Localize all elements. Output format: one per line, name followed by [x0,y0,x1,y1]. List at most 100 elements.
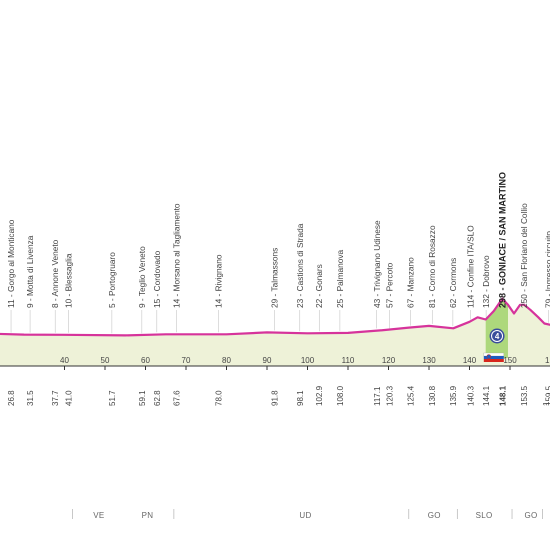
distance-tick-label: 70 [182,356,191,365]
waypoint-altitude: 250 [519,294,529,308]
waypoint-separator: - [50,296,60,303]
waypoint-altitude: 132 [481,294,491,308]
flag-red [483,359,504,362]
waypoint-name: Morsano al Tagliamento [171,203,181,291]
waypoint-altitude: 114 [466,294,476,308]
waypoint-altitude: 9 [137,303,147,308]
waypoint-km: 41.0 [65,390,74,406]
waypoint-label: 14 - Rivignano [213,254,223,308]
waypoint-altitude: 67 [405,298,415,308]
waypoint-separator: - [6,292,16,299]
waypoint-name: Cormons [448,258,458,292]
waypoint-km: 120.3 [386,385,395,406]
waypoint-separator: - [171,291,181,298]
climb-markers: 4 [483,328,505,362]
waypoint-separator: - [481,287,491,294]
waypoint-separator: - [314,291,324,298]
region-label: SLO [476,511,493,520]
waypoint-label: 22 - Gonars [314,264,324,308]
waypoint-name: Percoto [385,262,395,291]
waypoint-separator: - [497,285,507,293]
waypoint-altitude: 43 [372,298,382,308]
waypoint-separator: - [295,291,305,298]
waypoint-label: 10 - Blessaglia [64,253,74,308]
waypoint-name: Dobrovo [481,255,491,287]
waypoint-separator: - [269,292,279,299]
waypoint-label: 8 - Annone Veneto [50,239,60,308]
waypoint-label: 250 - San Floriano del Collio [519,203,529,308]
region-strip: VE PN UD GO SLO GO [72,509,543,520]
waypoint-km: 78.0 [214,390,223,406]
waypoint-km: 59.1 [138,390,147,406]
waypoint-label: 9 - Teglio Veneto [137,246,147,308]
waypoint-guides [10,296,549,334]
waypoint-km: 102.9 [315,385,324,406]
waypoint-label: 14 - Morsano al Tagliamento [171,203,181,308]
waypoint-altitude: 10 [64,298,74,308]
waypoint-separator: - [213,291,223,298]
distance-tick-label: 90 [263,356,272,365]
waypoint-altitude: 25 [335,298,345,308]
distance-tick-label: 40 [60,356,69,365]
waypoint-altitude: 23 [295,298,305,308]
waypoint-km: 125.4 [406,385,415,406]
climb-highlight [485,298,508,358]
waypoint-km: 130.8 [428,385,437,406]
distance-tick-label: 140 [463,356,477,365]
waypoint-label: 5 - Portogruaro [107,252,117,308]
region-label: VE [93,511,104,520]
waypoint-separator: - [448,291,458,298]
waypoint-separator: - [137,296,147,303]
waypoint-separator: - [372,292,382,299]
waypoint-km: 67.6 [172,390,181,406]
waypoint-separator: - [64,291,74,298]
distance-tick-label: 80 [222,356,231,365]
waypoint-km: 159.5 [544,385,550,406]
waypoint-separator: - [466,287,476,294]
waypoint-name: Palmanova [335,249,345,291]
waypoint-km: 91.8 [270,390,279,406]
waypoint-separator: - [385,291,395,298]
flag-crest [486,354,492,359]
waypoint-separator: - [405,291,415,298]
waypoint-name: Ingresso circuito [543,231,550,292]
waypoint-km: 31.5 [26,390,35,406]
waypoint-name: Confine ITA/SLO [466,225,476,288]
waypoint-altitude: 22 [314,298,324,308]
waypoint-km: 1 [542,401,550,406]
region-label: PN [142,511,154,520]
waypoint-km: 148.1 [498,385,507,406]
waypoint-km: 135.9 [449,385,458,406]
waypoint-distances: 26.8 31.5 37.7 41.0 51.7 59.1 62.8 67.6 78.0 91.8… [7,385,550,406]
waypoint-label: 62 - Cormons [448,258,458,308]
waypoint-altitude: 11 [6,299,16,308]
waypoint-km: 144.1 [482,385,491,406]
distance-tick-label: 100 [301,356,315,365]
waypoint-separator: - [335,291,345,298]
waypoint-km: 37.7 [51,390,60,406]
waypoint-name: Talmassons [269,248,279,292]
waypoint-label: 9 - Motta di Livenza [25,235,35,308]
elevation-profile-line [0,297,550,337]
waypoint-label: 79 - Ingresso circuito [543,231,550,308]
flag-blue [483,356,504,359]
waypoint-name: Trivignano Udinese [372,220,382,292]
gpm-badge-number: 4 [495,332,500,341]
waypoint-label: 114 - Confine ITA/SLO [466,225,476,308]
waypoint-altitude: 79 [543,298,550,308]
waypoint-altitude: 62 [448,298,458,308]
waypoint-km: 51.7 [108,390,117,406]
waypoint-altitude: 298 [497,293,507,308]
waypoint-label: 43 - Trivignano Udinese [372,220,382,308]
slovenia-flag-icon [483,352,504,362]
waypoint-altitude: 57 [385,298,395,308]
waypoint-km: 153.5 [520,385,529,406]
distance-tick-label: 110 [342,356,355,365]
waypoint-label: 132 - Dobrovo [481,255,491,308]
waypoint-separator: - [107,296,117,303]
region-label: GO [428,511,441,520]
waypoint-separator: - [427,291,437,298]
waypoint-label: 29 - Talmassons [269,248,279,308]
waypoint-label: 25 - Palmanova [335,249,345,308]
